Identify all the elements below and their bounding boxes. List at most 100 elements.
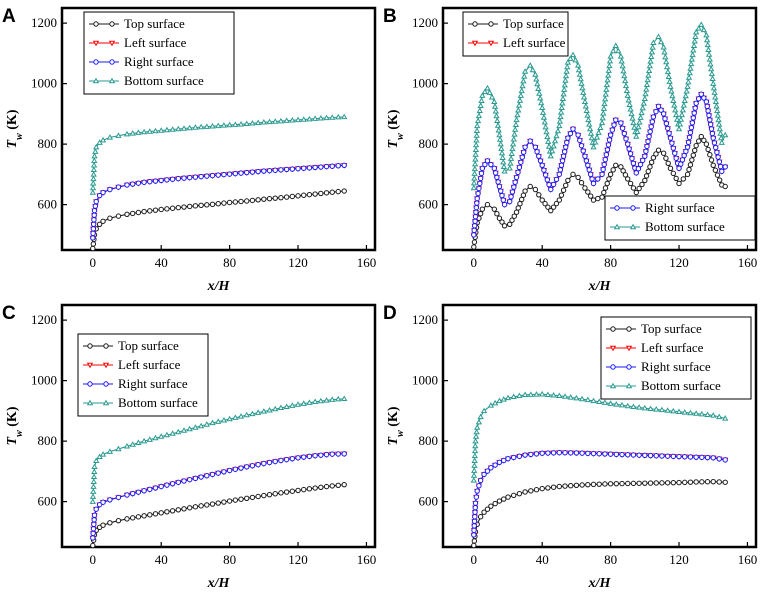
panel-d-series-top-marker: [602, 481, 608, 487]
panel-d-series-right-marker: [602, 451, 608, 457]
panel-d-series-bottom-marker: [716, 413, 723, 420]
panel-b-series-right-marker: [498, 188, 504, 194]
panel-b-series-right-marker: [629, 155, 635, 162]
panel-b-series-bottom-point: [506, 165, 513, 171]
panel-b-series-bottom-marker: [472, 156, 479, 162]
panel-d-series-top-marker: [619, 480, 625, 487]
panel-b-series-right-marker: [577, 137, 583, 144]
panel-a-series-top-marker: [289, 193, 296, 200]
panel-d-series-bottom: [470, 390, 729, 483]
panel-b-series-right-point: [479, 165, 486, 172]
panel-a-series-top-marker: [255, 197, 261, 203]
panel-b-legend-label-top: Top surface: [503, 16, 564, 31]
panel-a-legend-marker-left: [92, 40, 100, 47]
panel-d-series-right-marker: [472, 504, 478, 511]
panel-c-series-top-marker: [187, 505, 193, 511]
panel-d-series-bottom-marker: [635, 404, 643, 410]
panel-b-series-right-marker: [707, 117, 713, 123]
panel-b-series-top-marker: [536, 192, 542, 198]
panel-b-series-right-point: [642, 153, 648, 159]
panel-b-series-bottom-marker: [491, 103, 499, 109]
panel-a-series-top-marker: [181, 204, 187, 210]
panel-a-y-tick-label: 1200: [31, 15, 57, 30]
panel-a-series-right-point: [90, 235, 96, 241]
panel-b-series-right-marker: [712, 144, 719, 151]
panel-a-legend-marker-right: [109, 59, 115, 65]
panel-a-series-bottom-point: [294, 116, 302, 123]
panel-a-series-right-marker: [181, 175, 187, 181]
panel-b-series-right-marker: [471, 227, 477, 234]
panel-a-series-top-marker: [272, 195, 278, 201]
panel-b-series-bottom-marker: [645, 67, 653, 73]
panel-b-series-top-point: [676, 180, 682, 187]
panel-d-y-tick-label: 800: [419, 433, 439, 448]
panel-c-series-top-marker: [135, 514, 142, 520]
panel-b-series-bottom-marker: [474, 117, 482, 124]
panel-c-series-bottom-marker: [90, 483, 97, 489]
panel-b-series-bottom-marker: [649, 44, 656, 50]
panel-a-series-top-marker: [198, 202, 204, 209]
panel-a-label: A: [2, 6, 16, 27]
panel-d-series-bottom-line: [473, 393, 726, 481]
panel-d-legend-box: [600, 316, 752, 400]
panel-a-x-axis-label: x/H: [207, 279, 231, 294]
panel-c-series-bottom-point: [277, 404, 285, 411]
panel-d-series-right-marker: [472, 514, 478, 520]
panel-b-series-bottom-marker: [516, 97, 524, 103]
panel-c-series-top-point: [312, 485, 318, 491]
panel-b-series-bottom-marker: [662, 53, 669, 60]
panel-b-series-bottom-marker: [472, 146, 480, 153]
panel-d-plot-frame: [441, 303, 758, 549]
panel-b-series-right-point: [496, 183, 503, 190]
panel-b-series-right-point: [548, 186, 554, 193]
panel-a-legend-marker-right: [93, 59, 99, 65]
panel-a-series-right-point: [244, 169, 250, 176]
panel-a-series-top-point: [226, 199, 233, 206]
panel-b-series-bottom-marker: [669, 92, 676, 99]
panel-c-series-bottom-marker: [180, 427, 188, 433]
panel-b-series-bottom-marker: [515, 102, 523, 108]
panel-d-series-right-marker: [510, 454, 517, 461]
panel-a-series-bottom-point: [192, 124, 199, 130]
panel-b-series-right-point: [513, 174, 520, 181]
panel-a-series-top-marker: [323, 190, 330, 196]
panel-b-series-bottom-marker: [691, 37, 698, 44]
panel-a-series-right-marker: [164, 177, 170, 183]
panel-c-series-right-marker: [152, 485, 159, 491]
panel-a-series-top-marker: [90, 241, 97, 247]
panel-b-series-right-marker: [603, 152, 610, 158]
panel-d-series-top-point: [710, 478, 716, 485]
panel-b-series-bottom-marker: [500, 163, 508, 170]
panel-b-series-top-marker: [696, 138, 702, 144]
panel-b-series-bottom-marker: [587, 130, 595, 136]
panel-d-series-bottom-marker: [471, 447, 479, 454]
panel-b-series-right-point: [539, 162, 545, 169]
panel-a-series-bottom-point: [175, 125, 182, 132]
panel-b-series-right-marker: [619, 125, 626, 131]
panel-c-plot-frame: [60, 303, 377, 549]
panel-c-series-right-point: [141, 488, 147, 494]
panel-a-series-top-point: [312, 191, 318, 197]
panel-b-series-top-point: [479, 206, 486, 212]
panel-b-series-right-marker: [472, 218, 478, 224]
panel-b-series-right-marker: [648, 124, 654, 130]
panel-b-series-bottom-marker: [671, 102, 678, 108]
panel-b-series-bottom-marker: [628, 110, 635, 117]
panel-b-series-bottom-marker: [471, 170, 478, 176]
panel-c-series-bottom-marker: [323, 397, 330, 403]
panel-b-series-bottom-marker: [575, 66, 583, 73]
panel-a-series-right-marker: [301, 165, 307, 171]
panel-b-series-bottom-marker: [648, 48, 656, 55]
panel-a-series-right-marker: [129, 181, 136, 187]
panel-b-series-bottom-marker: [473, 127, 481, 133]
panel-b-series-top-point: [693, 142, 699, 149]
panel-b-series-right-marker: [578, 142, 585, 149]
panel-b-series-right-marker: [666, 130, 672, 136]
panel-a-series-bottom-marker: [249, 120, 256, 126]
panel-c-series-right-point: [209, 471, 216, 478]
panel-d-series-top-point: [522, 489, 528, 495]
panel-b-series-right-point: [698, 91, 704, 97]
panel-b-series-bottom-marker: [510, 135, 517, 142]
panel-b-series-right-point: [590, 180, 597, 187]
panel-c-series-right-point: [115, 494, 122, 501]
